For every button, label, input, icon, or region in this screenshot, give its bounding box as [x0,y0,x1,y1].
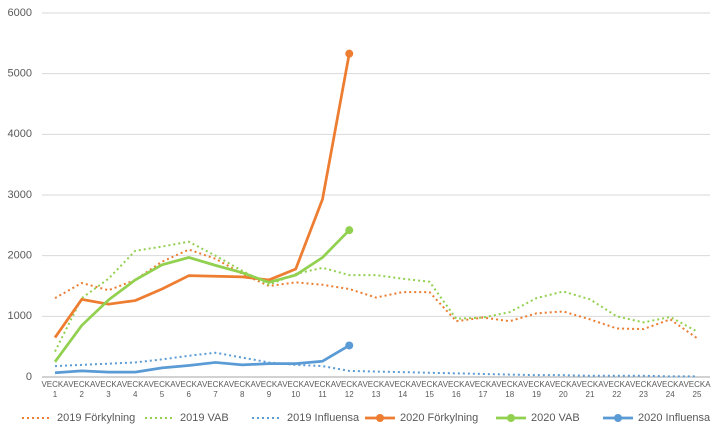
x-tick-label: VECKA 22 [603,380,631,399]
x-tick-label: VECKA 16 [442,380,470,399]
x-tick-label: VECKA 12 [335,380,363,399]
x-tick-label: VECKA 23 [629,380,658,399]
x-tick-label: VECKA 1 [41,380,69,399]
x-tick-label: VECKA 5 [148,380,176,399]
end-marker [345,49,354,58]
series-line [54,240,698,352]
y-tick-label: 4000 [8,128,32,140]
x-tick-label: VECKA 17 [469,380,497,399]
legend-label: 2020 VAB [531,412,580,424]
legend-marker [376,414,384,422]
series-line [54,351,697,378]
legend-label: 2019 Förkylning [57,412,135,424]
y-tick-label: 5000 [8,68,32,80]
x-tick-label: VECKA 7 [201,380,230,399]
legend-label: 2019 Influensa [287,412,360,424]
x-tick-label: VECKA 13 [362,380,390,399]
x-tick-label: VECKA 3 [94,380,123,399]
series-line [54,248,698,339]
y-tick-label: 3000 [8,189,32,201]
y-tick-label: 0 [26,371,32,383]
x-tick-label: VECKA 25 [683,380,711,399]
x-tick-label: VECKA 8 [228,380,256,399]
end-marker [345,226,354,235]
x-tick-label: VECKA 9 [255,380,283,399]
x-tick-label: VECKA 10 [282,380,310,399]
y-tick-label: 6000 [8,7,32,19]
x-tick-label: VECKA 21 [576,380,604,399]
end-marker [345,341,354,350]
legend-label: 2019 VAB [180,412,229,424]
y-tick-label: 1000 [8,310,32,322]
series-line [53,53,351,339]
legend-marker [614,414,622,422]
x-tick-label: VECKA 19 [522,380,551,399]
y-tick-label: 2000 [8,250,32,262]
x-tick-label: VECKA 4 [121,380,149,399]
x-tick-label: VECKA 18 [496,380,524,399]
x-tick-label: VECKA 6 [175,380,203,399]
x-tick-label: VECKA 11 [308,380,337,399]
legend-marker [507,414,515,422]
x-tick-label: VECKA 20 [549,380,577,399]
series-line [53,229,351,363]
x-tick-label: VECKA 2 [68,380,96,399]
x-tick-label: VECKA 24 [656,380,684,399]
x-tick-label: VECKA 15 [415,380,444,399]
legend-label: 2020 Influensa [638,412,711,424]
x-tick-label: VECKA 14 [389,380,417,399]
legend-label: 2020 Förkylning [400,412,478,424]
series-line [54,344,350,375]
